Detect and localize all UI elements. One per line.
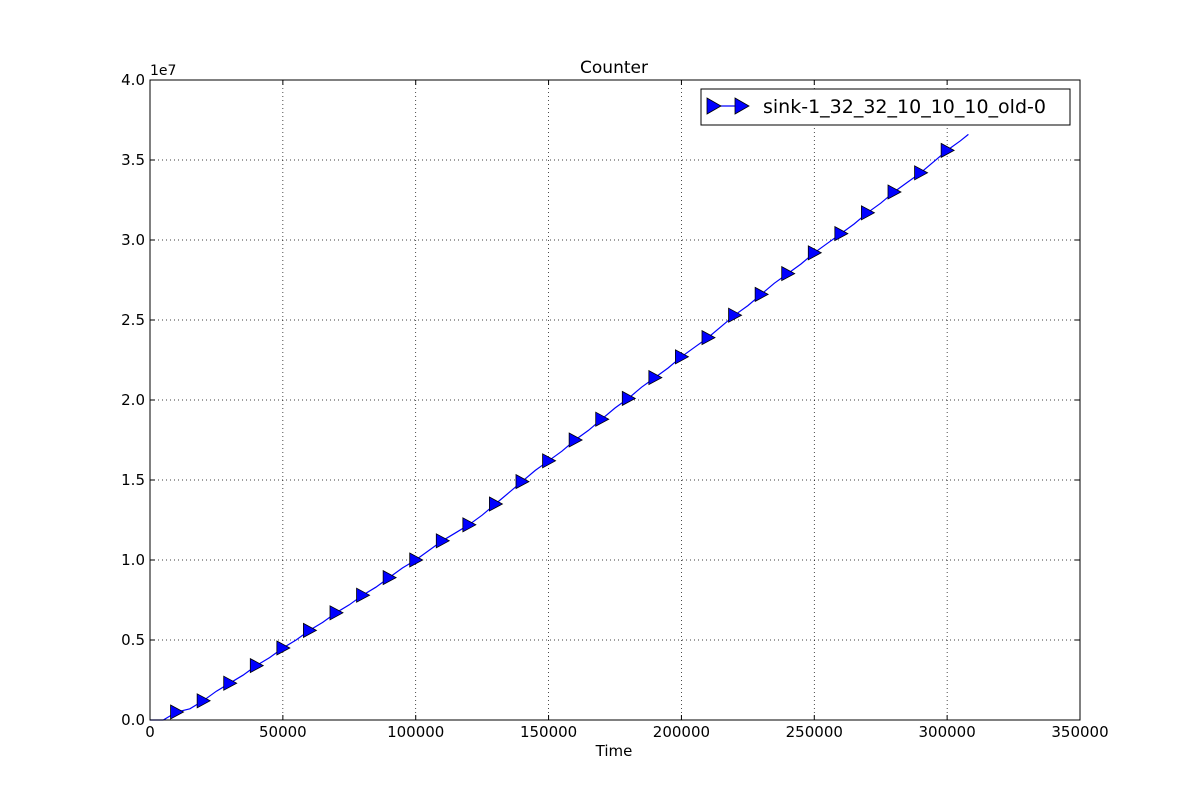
legend-box [700,88,1071,126]
legend-label: sink-1_32_32_10_10_10_old-0 [763,96,1046,118]
data-point-marker [435,533,451,549]
data-point-marker [249,657,265,674]
data-point-marker [489,496,504,512]
y-tick-label: 1.5 [121,471,145,489]
data-point-marker [382,569,397,586]
y-tick-label: 3.5 [121,151,145,169]
data-point-marker [515,473,530,490]
y-tick-label: 2.5 [121,311,145,329]
y-tick-label: 1.0 [121,551,145,569]
data-point-marker [462,517,477,533]
x-tick-label: 350000 [1051,723,1108,741]
chart-title: Counter [580,58,648,78]
data-point-marker [356,587,371,603]
data-point-marker [568,432,583,448]
data-point-marker [834,225,849,242]
data-point-marker [754,286,769,303]
x-tick-label: 300000 [919,723,976,741]
y-tick-labels: 0.0 0.5 1.0 1.5 2.0 2.5 3.0 3.5 4.0 [121,71,145,729]
data-point-marker [914,165,929,181]
y-tick-label: 0.5 [121,631,145,649]
data-point-marker [648,369,663,386]
y-tick-label: 4.0 [121,71,145,89]
x-tick-labels: 0 50000 100000 150000 200000 250000 300000 3500… [145,723,1108,741]
data-point-marker [728,307,743,323]
tick-marks [149,79,1081,721]
x-tick-label: 150000 [520,723,577,741]
data-point-marker [940,142,955,159]
data-point-marker [170,704,185,720]
data-point-marker [595,411,610,427]
x-tick-label: 250000 [786,723,843,741]
legend: sink-1_32_32_10_10_10_old-0 [700,88,1071,126]
y-tick-label: 3.0 [121,231,145,249]
series-layer [150,133,969,721]
x-tick-label: 100000 [387,723,444,741]
legend-marker [706,97,722,115]
x-tick-label: 50000 [259,723,307,741]
data-point-marker [542,453,557,469]
x-tick-label: 200000 [653,723,710,741]
data-point-marker [861,205,876,221]
y-tick-label: 0.0 [121,711,145,729]
data-point-marker [329,605,344,621]
data-point-marker [196,693,211,709]
y-offset-label: 1e7 [150,63,176,79]
data-point-marker [701,329,716,346]
data-point-marker [887,184,902,200]
grid-lines [150,80,1080,720]
x-tick-label: 0 [145,723,155,741]
y-tick-label: 2.0 [121,391,145,409]
data-point-marker [223,675,238,691]
data-point-marker [409,552,424,568]
data-point-marker [303,622,318,639]
data-point-marker [781,265,796,282]
x-axis-label: Time [595,742,633,760]
data-point-marker [807,245,823,261]
data-point-marker [276,640,291,656]
data-point-marker [621,390,637,407]
legend-marker [734,97,750,115]
data-point-marker [675,349,690,365]
